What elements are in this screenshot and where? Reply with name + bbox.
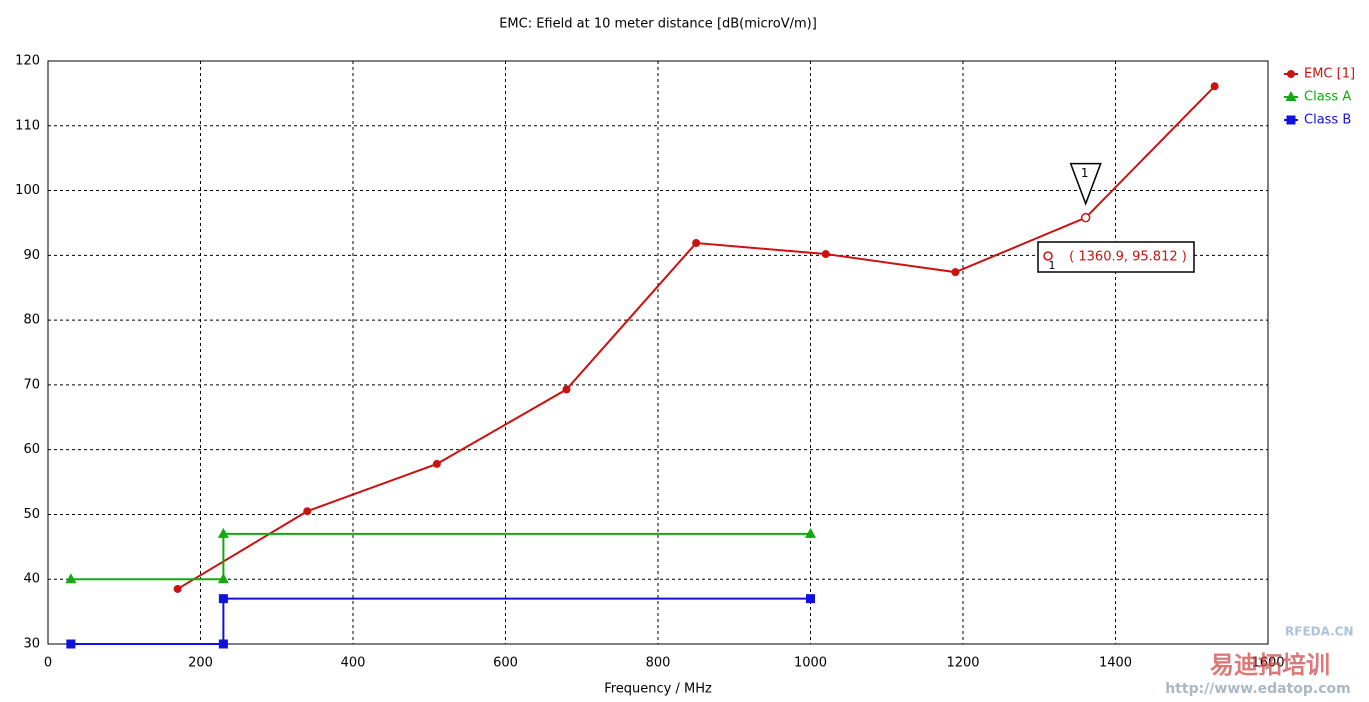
- y-tick-label: 80: [23, 313, 40, 328]
- x-tick-label: 600: [493, 656, 518, 671]
- point: [1286, 115, 1296, 125]
- point: [303, 507, 312, 516]
- legend-label: Class A: [1304, 90, 1351, 105]
- point: [217, 527, 229, 538]
- x-tick-label: 1400: [1099, 656, 1132, 671]
- readout-text: ( 1360.9, 95.812 ): [1069, 250, 1187, 265]
- y-tick-label: 120: [15, 54, 40, 69]
- y-tick-label: 70: [23, 377, 40, 392]
- y-tick-label: 60: [23, 442, 40, 457]
- watermark: 易迪拓培训: [1210, 651, 1330, 679]
- x-axis-label: Frequency / MHz: [604, 682, 712, 697]
- point: [173, 584, 182, 593]
- x-tick-label: 400: [341, 656, 366, 671]
- marker-point: [1080, 212, 1091, 223]
- point: [218, 639, 228, 649]
- series-line: [70, 597, 811, 645]
- y-tick-label: 100: [15, 183, 40, 198]
- readout-icon: [1043, 251, 1053, 261]
- x-tick-label: 0: [44, 656, 52, 671]
- y-tick-label: 40: [23, 572, 40, 587]
- watermark: http://www.edatop.com: [1165, 681, 1351, 697]
- legend-label: EMC [1]: [1304, 67, 1355, 82]
- legend-label: Class B: [1304, 113, 1351, 128]
- watermark: RFEDA.CN: [1285, 625, 1354, 639]
- x-tick-label: 1200: [946, 656, 979, 671]
- chart-title: EMC: Efield at 10 meter distance [dB(mic…: [499, 17, 817, 32]
- x-tick-label: 1000: [794, 656, 827, 671]
- point: [821, 250, 830, 259]
- point: [1285, 91, 1297, 101]
- point: [1287, 70, 1295, 78]
- point: [65, 573, 77, 584]
- point: [562, 385, 571, 394]
- readout-marker-label: 1: [1049, 259, 1056, 272]
- series-line: [70, 532, 811, 581]
- point: [692, 239, 701, 248]
- point: [806, 594, 815, 604]
- x-tick-label: 1600: [1251, 656, 1284, 671]
- point: [66, 639, 76, 649]
- point: [432, 459, 441, 468]
- marker-label: 1: [1081, 166, 1089, 180]
- point: [951, 268, 960, 277]
- y-tick-label: 110: [15, 118, 40, 133]
- marker-flag: [1069, 162, 1102, 206]
- x-tick-label: 200: [188, 656, 213, 671]
- y-tick-label: 90: [23, 248, 40, 263]
- x-tick-label: 800: [646, 656, 671, 671]
- readout-box: [1037, 241, 1195, 273]
- point: [217, 573, 229, 584]
- y-tick-label: 50: [23, 507, 40, 522]
- point: [218, 594, 228, 604]
- point: [1210, 82, 1219, 91]
- point: [805, 527, 816, 538]
- y-tick-label: 30: [23, 637, 40, 652]
